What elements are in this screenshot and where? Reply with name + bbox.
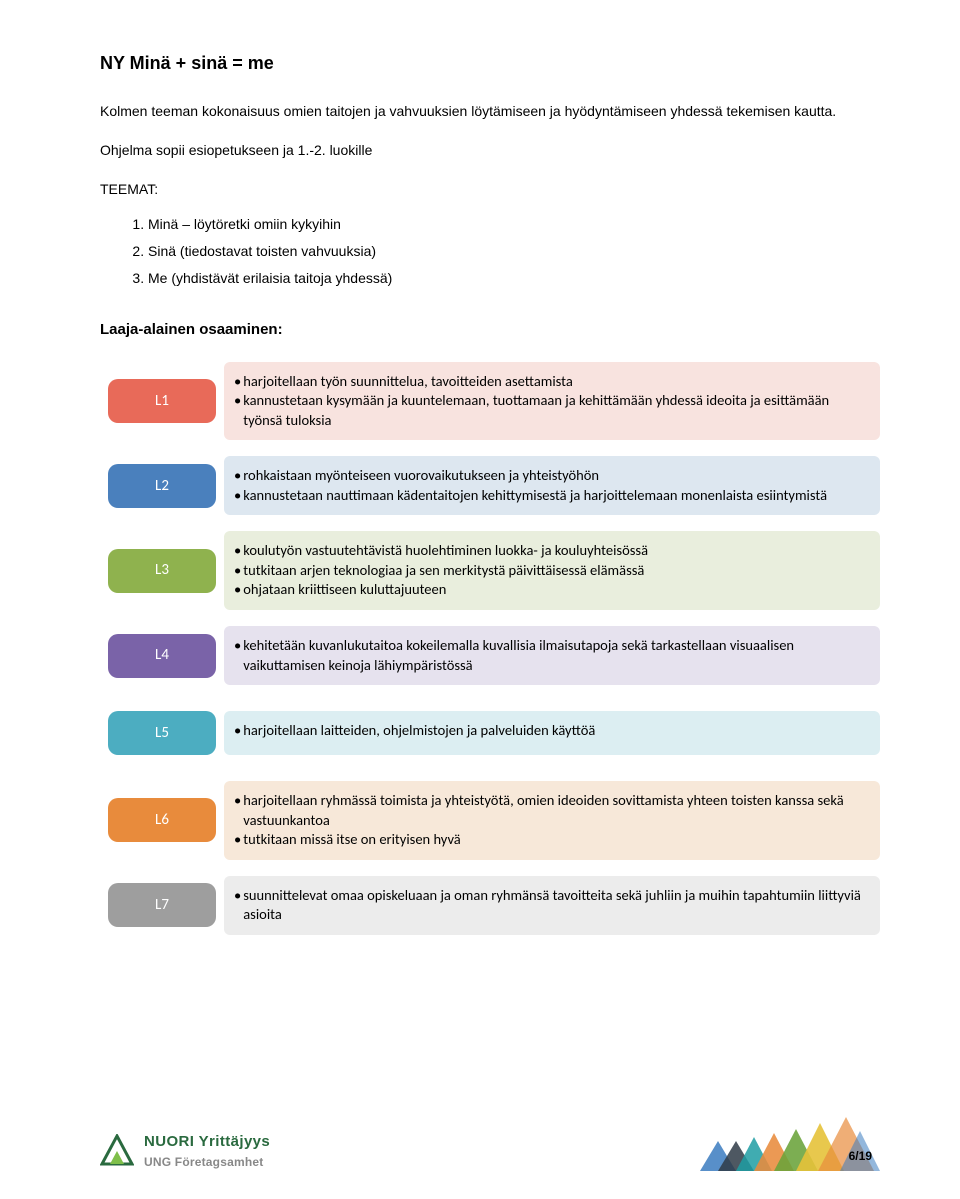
bullet-line: •tutkitaan missä itse on erityisen hyvä xyxy=(234,830,864,850)
bullet-dot-icon: • xyxy=(234,372,243,392)
page-number: 6/19 xyxy=(849,1147,872,1165)
teemat-list: Minä – löytöretki omiin kykyihin Sinä (ti… xyxy=(148,214,880,289)
bullet-line: •harjoitellaan ryhmässä toimista ja yhte… xyxy=(234,791,864,830)
bullet-dot-icon: • xyxy=(234,886,243,906)
logo-mark-icon xyxy=(100,1134,134,1168)
bullet-line: •ohjataan kriittiseen kuluttajuuteen xyxy=(234,580,864,600)
bullet-line: •rohkaistaan myönteiseen vuorovaikutukse… xyxy=(234,466,864,486)
bullet-line: •kannustetaan kysymään ja kuuntelemaan, … xyxy=(234,391,864,430)
bullet-text: kannustetaan nauttimaan kädentaitojen ke… xyxy=(243,486,827,506)
teemat-item: Minä – löytöretki omiin kykyihin xyxy=(148,214,880,235)
badge-wrap: L1 xyxy=(100,362,224,441)
bullet-dot-icon: • xyxy=(234,541,243,561)
content-box: •harjoitellaan työn suunnittelua, tavoit… xyxy=(224,362,880,441)
bullet-line: •kannustetaan nauttimaan kädentaitojen k… xyxy=(234,486,864,506)
bullet-text: harjoitellaan ryhmässä toimista ja yhtei… xyxy=(243,791,864,830)
badge-wrap: L6 xyxy=(100,781,224,860)
level-badge: L6 xyxy=(108,798,216,842)
badge-wrap: L2 xyxy=(100,456,224,515)
logo-line1: NUORI Yrittäjyys xyxy=(144,1131,270,1154)
bullet-line: •tutkitaan arjen teknologiaa ja sen merk… xyxy=(234,561,864,581)
bullet-text: tutkitaan arjen teknologiaa ja sen merki… xyxy=(243,561,644,581)
bullet-text: koulutyön vastuutehtävistä huolehtiminen… xyxy=(243,541,648,561)
competence-row: L6 •harjoitellaan ryhmässä toimista ja yh… xyxy=(100,781,880,860)
badge-wrap: L4 xyxy=(100,626,224,685)
bullet-text: tutkitaan missä itse on erityisen hyvä xyxy=(243,830,461,850)
bullet-dot-icon: • xyxy=(234,721,243,741)
content-box: •harjoitellaan laitteiden, ohjelmistojen… xyxy=(224,711,880,755)
rows-container: L1•harjoitellaan työn suunnittelua, tavo… xyxy=(100,362,880,935)
competence-row: L7 •suunnittelevat omaa opiskeluaan ja om… xyxy=(100,876,880,935)
competence-row: L2 •rohkaistaan myönteiseen vuorovaikutuk… xyxy=(100,456,880,515)
sub-text: Ohjelma sopii esiopetukseen ja 1.-2. luo… xyxy=(100,140,880,161)
content-box: •koulutyön vastuutehtävistä huolehtimine… xyxy=(224,531,880,610)
page-title: NY Minä + sinä = me xyxy=(100,50,880,77)
bullet-text: kannustetaan kysymään ja kuuntelemaan, t… xyxy=(243,391,864,430)
teemat-item: Sinä (tiedostavat toisten vahvuuksia) xyxy=(148,241,880,262)
teemat-label: TEEMAT: xyxy=(100,179,880,200)
bullet-dot-icon: • xyxy=(234,830,243,850)
bullet-dot-icon: • xyxy=(234,486,243,506)
bullet-text: harjoitellaan laitteiden, ohjelmistojen … xyxy=(243,721,595,741)
competence-row: L5 •harjoitellaan laitteiden, ohjelmistoj… xyxy=(100,711,880,755)
intro-text: Kolmen teeman kokonaisuus omien taitojen… xyxy=(100,101,880,122)
bullet-line: •kehitetään kuvanlukutaitoa kokeilemalla… xyxy=(234,636,864,675)
level-badge: L4 xyxy=(108,634,216,678)
decorative-shapes-icon: 6/19 xyxy=(700,1111,880,1171)
logo-text: NUORI Yrittäjyys UNG Företagsamhet xyxy=(144,1131,270,1172)
bullet-text: kehitetään kuvanlukutaitoa kokeilemalla … xyxy=(243,636,864,675)
level-badge: L3 xyxy=(108,549,216,593)
content-box: •kehitetään kuvanlukutaitoa kokeilemalla… xyxy=(224,626,880,685)
logo-line2: UNG Företagsamhet xyxy=(144,1153,270,1171)
level-badge: L7 xyxy=(108,883,216,927)
competence-row: L4 •kehitetään kuvanlukutaitoa kokeilemal… xyxy=(100,626,880,685)
bullet-dot-icon: • xyxy=(234,466,243,486)
bullet-text: harjoitellaan työn suunnittelua, tavoitt… xyxy=(243,372,573,392)
badge-wrap: L5 xyxy=(100,711,224,755)
bullet-line: •koulutyön vastuutehtävistä huolehtimine… xyxy=(234,541,864,561)
content-box: •harjoitellaan ryhmässä toimista ja yhte… xyxy=(224,781,880,860)
competence-row: L3 •koulutyön vastuutehtävistä huolehtimi… xyxy=(100,531,880,610)
bullet-dot-icon: • xyxy=(234,636,243,656)
logo: NUORI Yrittäjyys UNG Företagsamhet xyxy=(100,1131,270,1172)
bullet-line: •harjoitellaan työn suunnittelua, tavoit… xyxy=(234,372,864,392)
competence-row: L1 •harjoitellaan työn suunnittelua, tavo… xyxy=(100,362,880,441)
bullet-text: ohjataan kriittiseen kuluttajuuteen xyxy=(243,580,446,600)
bullet-dot-icon: • xyxy=(234,791,243,811)
badge-wrap: L7 xyxy=(100,876,224,935)
content-box: •suunnittelevat omaa opiskeluaan ja oman… xyxy=(224,876,880,935)
bullet-line: •harjoitellaan laitteiden, ohjelmistojen… xyxy=(234,721,864,741)
bullet-text: rohkaistaan myönteiseen vuorovaikutuksee… xyxy=(243,466,599,486)
teemat-item: Me (yhdistävät erilaisia taitoja yhdessä… xyxy=(148,268,880,289)
section-heading: Laaja-alainen osaaminen: xyxy=(100,319,880,342)
bullet-dot-icon: • xyxy=(234,580,243,600)
page-total: 19 xyxy=(859,1149,872,1163)
level-badge: L5 xyxy=(108,711,216,755)
level-badge: L2 xyxy=(108,464,216,508)
bullet-line: •suunnittelevat omaa opiskeluaan ja oman… xyxy=(234,886,864,925)
bullet-dot-icon: • xyxy=(234,391,243,411)
content-box: •rohkaistaan myönteiseen vuorovaikutukse… xyxy=(224,456,880,515)
badge-wrap: L3 xyxy=(100,531,224,610)
bullet-dot-icon: • xyxy=(234,561,243,581)
bullet-text: suunnittelevat omaa opiskeluaan ja oman … xyxy=(243,886,864,925)
level-badge: L1 xyxy=(108,379,216,423)
